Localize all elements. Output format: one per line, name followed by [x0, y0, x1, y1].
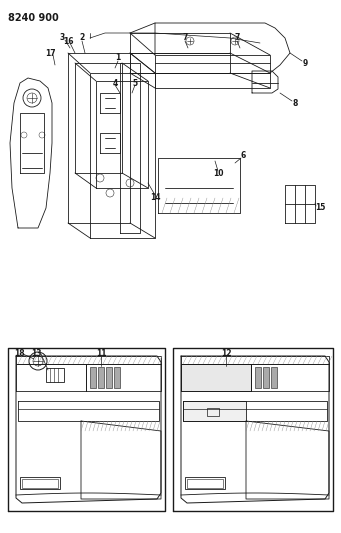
Text: 10: 10 [213, 168, 223, 177]
Bar [20, 477, 60, 489]
Text: 9: 9 [302, 59, 308, 68]
Text: 8: 8 [292, 99, 298, 108]
Text: 6: 6 [240, 150, 246, 159]
Text: 17: 17 [45, 49, 55, 58]
Bar [106, 367, 112, 388]
Bar [98, 367, 104, 388]
Bar [255, 367, 261, 388]
Text: 18: 18 [14, 349, 24, 358]
Bar [90, 367, 96, 388]
Text: 13: 13 [31, 349, 41, 358]
Bar [263, 367, 269, 388]
Bar [181, 364, 251, 391]
Bar [46, 368, 64, 382]
Text: 2: 2 [79, 34, 85, 43]
Text: 5: 5 [132, 78, 137, 87]
Text: 7: 7 [234, 34, 240, 43]
Bar [187, 479, 223, 488]
Bar [271, 367, 277, 388]
Text: 16: 16 [63, 36, 73, 45]
Text: 12: 12 [221, 349, 231, 358]
Text: 8240 900: 8240 900 [8, 13, 59, 23]
Bar [207, 408, 219, 416]
Text: 7: 7 [182, 34, 188, 43]
Text: 4: 4 [113, 78, 118, 87]
Text: 3: 3 [59, 34, 65, 43]
Bar [185, 477, 225, 489]
Text: 1: 1 [115, 53, 121, 62]
Text: 11: 11 [96, 349, 106, 358]
Bar [22, 479, 58, 488]
Text: 15: 15 [315, 204, 325, 213]
Bar [183, 401, 246, 421]
Text: 14: 14 [150, 193, 160, 203]
Bar [114, 367, 120, 388]
